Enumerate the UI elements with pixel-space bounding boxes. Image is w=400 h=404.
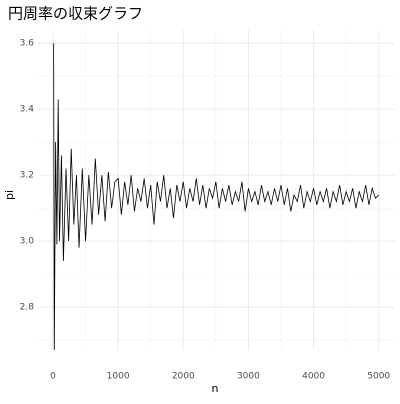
y-tick-label: 3.0 <box>20 237 35 247</box>
y-tick-label: 3.6 <box>20 39 35 49</box>
x-axis-label: n <box>212 382 219 395</box>
x-tick-label: 5000 <box>367 372 390 382</box>
y-tick-label: 2.8 <box>20 303 35 313</box>
y-tick-label: 3.2 <box>20 171 34 181</box>
y-tick-label: 3.4 <box>20 105 35 115</box>
x-tick-label: 1000 <box>107 372 130 382</box>
chart-title: 円周率の収束グラフ <box>8 5 143 23</box>
line <box>53 43 379 351</box>
x-tick-label: 2000 <box>172 372 195 382</box>
y-axis-label: pi <box>3 190 16 200</box>
x-tick-label: 4000 <box>302 372 325 382</box>
x-tick-label: 0 <box>50 372 56 382</box>
x-tick-label: 3000 <box>237 372 260 382</box>
